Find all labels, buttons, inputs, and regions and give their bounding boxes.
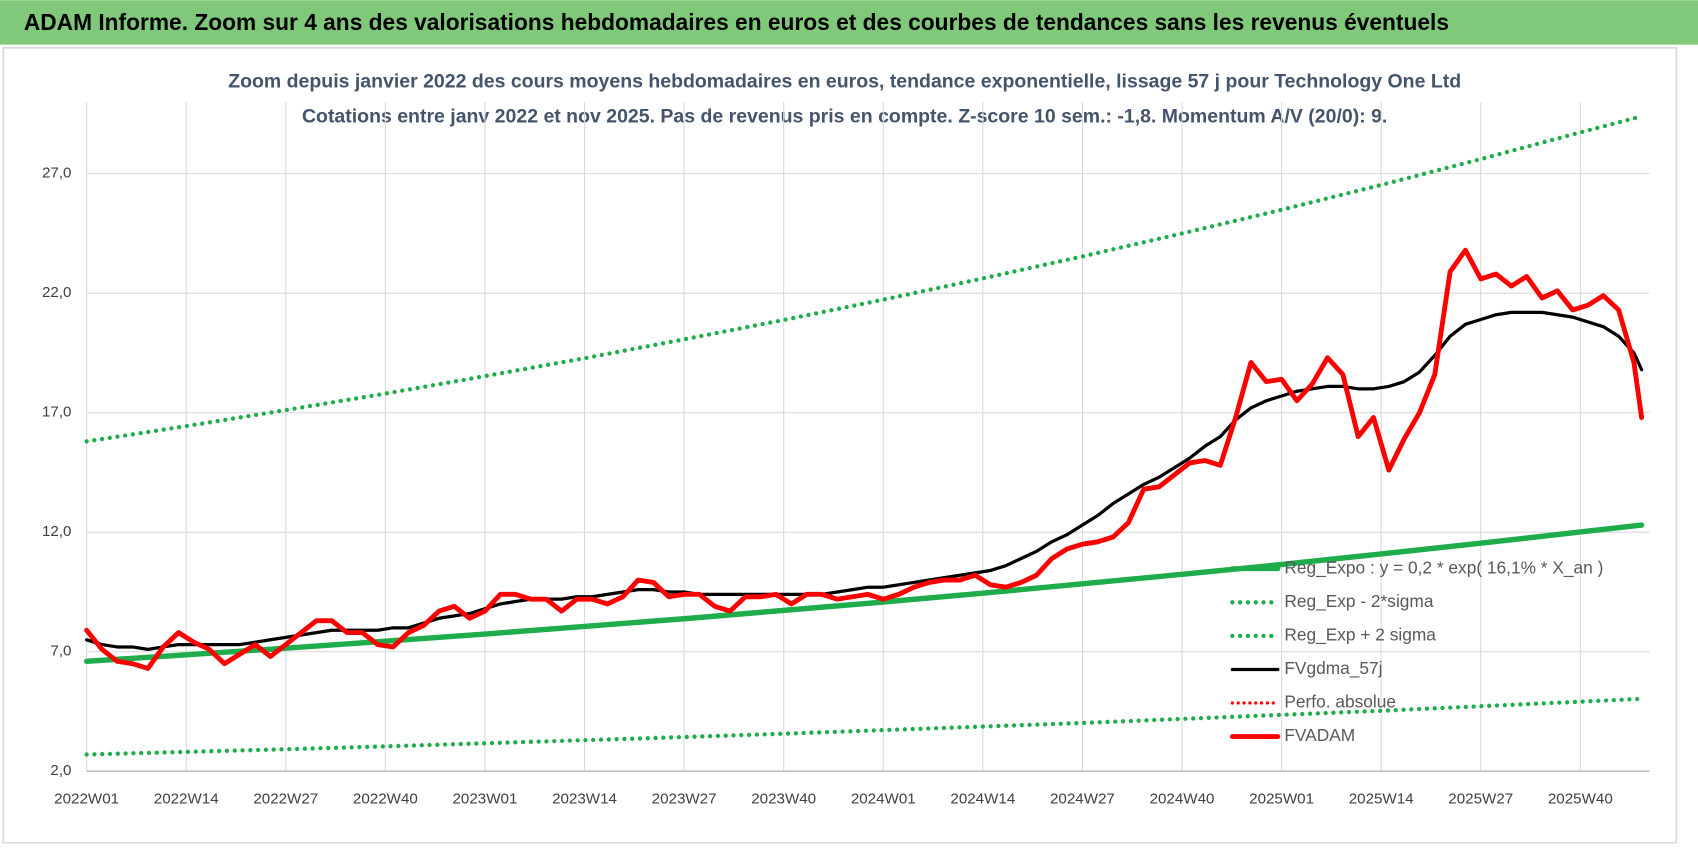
x-tick-label: 2025W40 [1548,790,1613,807]
y-tick-label: 12,0 [42,523,72,540]
chart-title: Zoom depuis janvier 2022 des cours moyen… [228,71,1461,93]
chart-subtitle: Cotations entre janv 2022 et nov 2025. P… [302,105,1387,127]
x-tick-label: 2022W14 [154,790,219,807]
series-line [83,522,1645,665]
x-tick-label: 2024W01 [851,790,916,807]
series-line [84,114,1644,444]
chart-border [2,47,1678,844]
x-tick-label: 2024W27 [1050,790,1115,807]
y-tick-label: 17,0 [42,404,72,421]
series-line [84,247,1645,671]
series-line [84,696,1644,757]
legend-label: Reg_Exp + 2 sigma [1284,624,1436,644]
legend-label: FVgdma_57j [1284,658,1382,678]
y-tick-label: 7,0 [50,643,71,660]
x-tick-label: 2025W14 [1349,790,1414,807]
x-tick-label: 2023W01 [453,790,518,807]
page-title: ADAM Informe. Zoom sur 4 ans des valoris… [24,9,1449,35]
x-tick-label: 2023W40 [751,790,816,807]
legend-label: FVADAM [1284,725,1355,745]
x-tick-label: 2025W27 [1448,790,1513,807]
x-tick-label: 2024W40 [1150,790,1215,807]
x-tick-label: 2023W27 [652,790,717,807]
x-tick-label: 2024W14 [950,790,1015,807]
y-tick-label: 27,0 [42,165,72,182]
header-bar [0,0,1698,45]
legend-label: Perfo. absolue [1284,692,1396,712]
legend-label: Reg_Exp - 2*sigma [1284,591,1434,611]
x-tick-label: 2025W01 [1249,790,1314,807]
legend-label: Reg_Expo : y = 0,2 * exp( 16,1% * X_an ) [1284,557,1603,577]
x-tick-label: 2023W14 [552,790,617,807]
x-tick-label: 2022W01 [54,790,119,807]
x-tick-label: 2022W40 [353,790,418,807]
y-tick-label: 22,0 [42,284,72,301]
x-tick-label: 2022W27 [253,790,318,807]
y-tick-label: 2,0 [50,762,71,779]
